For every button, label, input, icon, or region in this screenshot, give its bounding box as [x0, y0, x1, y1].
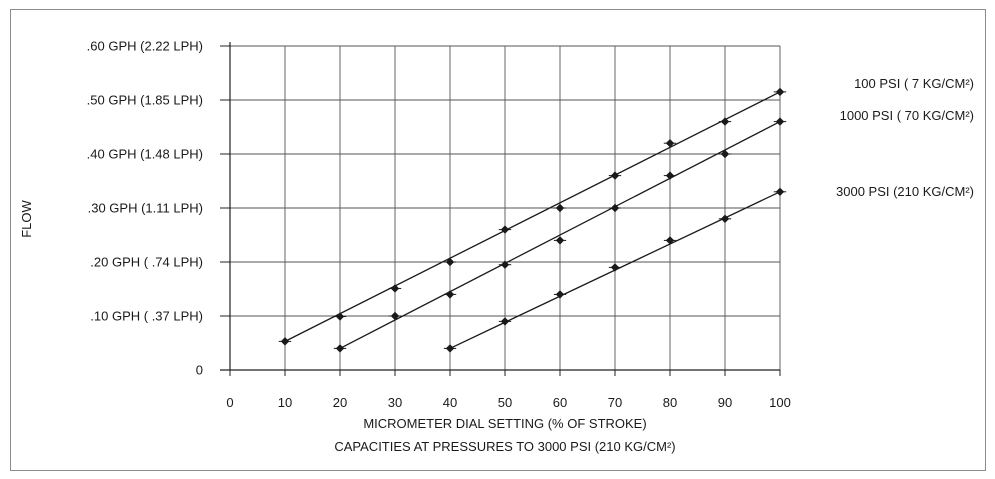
x-tick-label: 40 [443, 395, 457, 410]
series-label: 1000 PSI ( 70 KG/CM²) [840, 108, 974, 123]
series-line [339, 121, 781, 349]
chart-figure: 0 .10 GPH ( .37 LPH) .20 GPH ( .74 LPH) .30… [10, 9, 986, 471]
x-tick-label: 100 [769, 395, 791, 410]
flow-chart: 0 .10 GPH ( .37 LPH) .20 GPH ( .74 LPH) .30… [19, 39, 974, 455]
y-tick-label: .10 GPH ( .37 LPH) [90, 309, 203, 324]
x-tick-label: 50 [498, 395, 512, 410]
x-tick-label: 10 [278, 395, 292, 410]
y-tick-label: .50 GPH (1.85 LPH) [87, 93, 203, 108]
x-axis-label: MICROMETER DIAL SETTING (% OF STROKE) [363, 416, 646, 431]
axes-layer [220, 42, 781, 376]
y-axis-label: FLOW [19, 199, 34, 237]
y-tick-label: .30 GPH (1.11 LPH) [88, 201, 203, 216]
x-tick-label: 60 [553, 395, 567, 410]
chart-caption: CAPACITIES AT PRESSURES TO 3000 PSI (210… [334, 439, 675, 454]
x-tick-label: 0 [226, 395, 233, 410]
y-tick-label: .20 GPH ( .74 LPH) [90, 255, 203, 270]
series-label: 100 PSI ( 7 KG/CM²) [854, 76, 974, 91]
y-tick-label: 0 [196, 363, 203, 378]
series-label: 3000 PSI (210 KG/CM²) [836, 184, 974, 199]
labels-layer: 0 .10 GPH ( .37 LPH) .20 GPH ( .74 LPH) .30… [87, 39, 974, 411]
x-tick-label: 30 [388, 395, 402, 410]
series-lines-layer [284, 91, 781, 349]
y-tick-label: .60 GPH (2.22 LPH) [87, 39, 203, 54]
x-tick-label: 20 [333, 395, 347, 410]
series-line [284, 91, 781, 342]
y-tick-label: .40 GPH (1.48 LPH) [87, 147, 203, 162]
x-tick-label: 80 [663, 395, 677, 410]
data-points-layer [278, 87, 787, 353]
x-tick-label: 70 [608, 395, 622, 410]
x-tick-label: 90 [718, 395, 732, 410]
